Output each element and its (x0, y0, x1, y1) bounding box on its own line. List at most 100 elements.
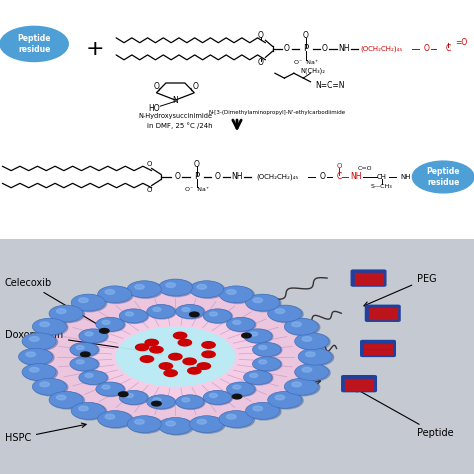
Circle shape (119, 391, 147, 404)
Circle shape (176, 395, 204, 409)
Circle shape (247, 295, 281, 312)
Circle shape (250, 374, 258, 377)
Text: O: O (175, 173, 181, 182)
Circle shape (40, 290, 310, 424)
Text: P: P (303, 45, 308, 53)
Circle shape (254, 343, 282, 357)
Circle shape (127, 416, 161, 433)
Circle shape (178, 339, 191, 346)
Circle shape (295, 333, 329, 350)
Text: O⁻  Na⁺: O⁻ Na⁺ (185, 187, 209, 192)
Circle shape (22, 364, 56, 381)
Text: C=O: C=O (358, 166, 372, 171)
Text: O⁻  Na⁺: O⁻ Na⁺ (294, 60, 318, 65)
Circle shape (247, 403, 281, 420)
Circle shape (71, 294, 105, 311)
Circle shape (275, 395, 285, 400)
Circle shape (50, 392, 84, 409)
Circle shape (203, 391, 232, 404)
Circle shape (99, 411, 133, 428)
Circle shape (70, 357, 98, 371)
Text: O: O (146, 161, 152, 166)
Circle shape (136, 344, 149, 351)
Circle shape (220, 287, 255, 303)
Circle shape (20, 349, 54, 366)
Circle shape (40, 382, 49, 387)
Circle shape (292, 322, 301, 327)
Text: O: O (284, 45, 290, 53)
Circle shape (204, 391, 233, 405)
Text: O: O (322, 45, 328, 53)
Circle shape (97, 383, 125, 397)
Circle shape (18, 348, 53, 365)
Circle shape (96, 317, 124, 331)
FancyBboxPatch shape (365, 305, 400, 321)
Circle shape (76, 346, 84, 349)
Circle shape (245, 329, 273, 344)
Bar (364, 346, 392, 348)
Circle shape (23, 334, 57, 350)
Circle shape (190, 281, 224, 298)
Text: O: O (258, 58, 264, 67)
Circle shape (253, 406, 263, 411)
Circle shape (73, 403, 107, 420)
Bar (355, 279, 383, 281)
Circle shape (71, 343, 99, 357)
Circle shape (227, 290, 236, 294)
Circle shape (126, 393, 133, 398)
Circle shape (153, 308, 161, 311)
Circle shape (23, 365, 57, 381)
Text: (OCH₂CH₂)₄₅: (OCH₂CH₂)₄₅ (256, 174, 299, 180)
Circle shape (118, 392, 128, 397)
Circle shape (268, 305, 302, 322)
Text: O: O (192, 82, 198, 91)
Circle shape (160, 418, 194, 435)
Text: S—CH₃: S—CH₃ (371, 184, 392, 189)
Text: O: O (146, 187, 152, 193)
Circle shape (99, 287, 133, 303)
Circle shape (202, 351, 215, 357)
Circle shape (220, 411, 255, 428)
Circle shape (253, 357, 281, 371)
Circle shape (79, 329, 107, 343)
Circle shape (135, 419, 144, 424)
Circle shape (202, 342, 215, 348)
Circle shape (182, 308, 190, 311)
Circle shape (126, 312, 133, 316)
Text: Doxorubicin: Doxorubicin (5, 330, 162, 356)
Circle shape (227, 382, 255, 396)
Bar (364, 344, 392, 346)
Circle shape (188, 367, 201, 374)
Circle shape (29, 367, 39, 372)
Circle shape (79, 298, 88, 302)
Circle shape (254, 357, 282, 371)
Circle shape (150, 346, 163, 353)
Bar (345, 382, 373, 383)
Circle shape (269, 306, 303, 323)
Circle shape (120, 391, 148, 405)
Text: C: C (336, 173, 342, 182)
Circle shape (204, 310, 233, 323)
Circle shape (219, 410, 253, 428)
Text: N-Hydroxysuccinimide: N-Hydroxysuccinimide (138, 113, 212, 119)
Circle shape (32, 378, 66, 395)
Text: O: O (194, 160, 200, 169)
Circle shape (268, 392, 302, 408)
Circle shape (197, 363, 210, 369)
Circle shape (159, 363, 173, 369)
Circle shape (296, 365, 330, 381)
Circle shape (79, 370, 107, 384)
Text: NH: NH (231, 173, 243, 182)
Circle shape (244, 329, 272, 343)
Bar (345, 379, 373, 381)
Circle shape (164, 370, 177, 376)
Circle shape (145, 339, 158, 346)
Circle shape (22, 333, 56, 350)
Circle shape (85, 312, 265, 401)
Circle shape (177, 305, 205, 319)
Circle shape (153, 398, 161, 402)
Circle shape (302, 367, 312, 372)
Circle shape (253, 298, 263, 302)
Circle shape (284, 378, 319, 395)
Text: CH: CH (376, 174, 387, 180)
